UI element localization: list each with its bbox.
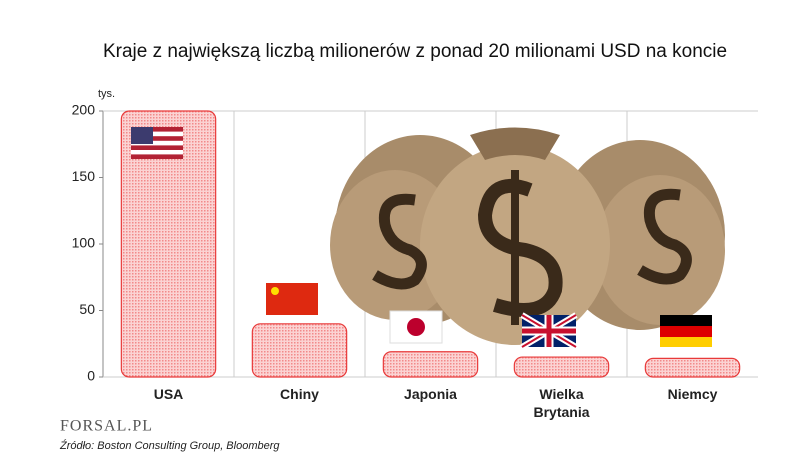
y-axis-unit: tys. xyxy=(98,88,115,100)
logo: FORSAL.PL xyxy=(60,418,153,435)
x-tick-label: Niemcy xyxy=(667,386,718,402)
money-bags xyxy=(330,127,725,345)
bar xyxy=(644,357,741,378)
x-tick-label: Japonia xyxy=(404,386,457,402)
bar xyxy=(120,110,217,378)
y-tick-label: 100 xyxy=(72,235,96,251)
bar xyxy=(382,351,479,378)
source: Źródło: Boston Consulting Group, Bloombe… xyxy=(59,439,280,452)
flags xyxy=(131,127,712,350)
x-tick-label: Chiny xyxy=(280,386,319,402)
y-tick-label: 200 xyxy=(72,102,96,118)
x-tick-label: USA xyxy=(153,386,184,402)
bar xyxy=(513,356,610,378)
x-tick-label: Wielka Brytania xyxy=(533,386,590,420)
y-tick-label: 0 xyxy=(87,368,95,384)
y-tick-label: 50 xyxy=(79,301,95,317)
y-tick-label: 150 xyxy=(72,168,96,184)
bar xyxy=(251,323,348,378)
chart-title: Kraje z największą liczbą milionerów z p… xyxy=(103,41,727,62)
